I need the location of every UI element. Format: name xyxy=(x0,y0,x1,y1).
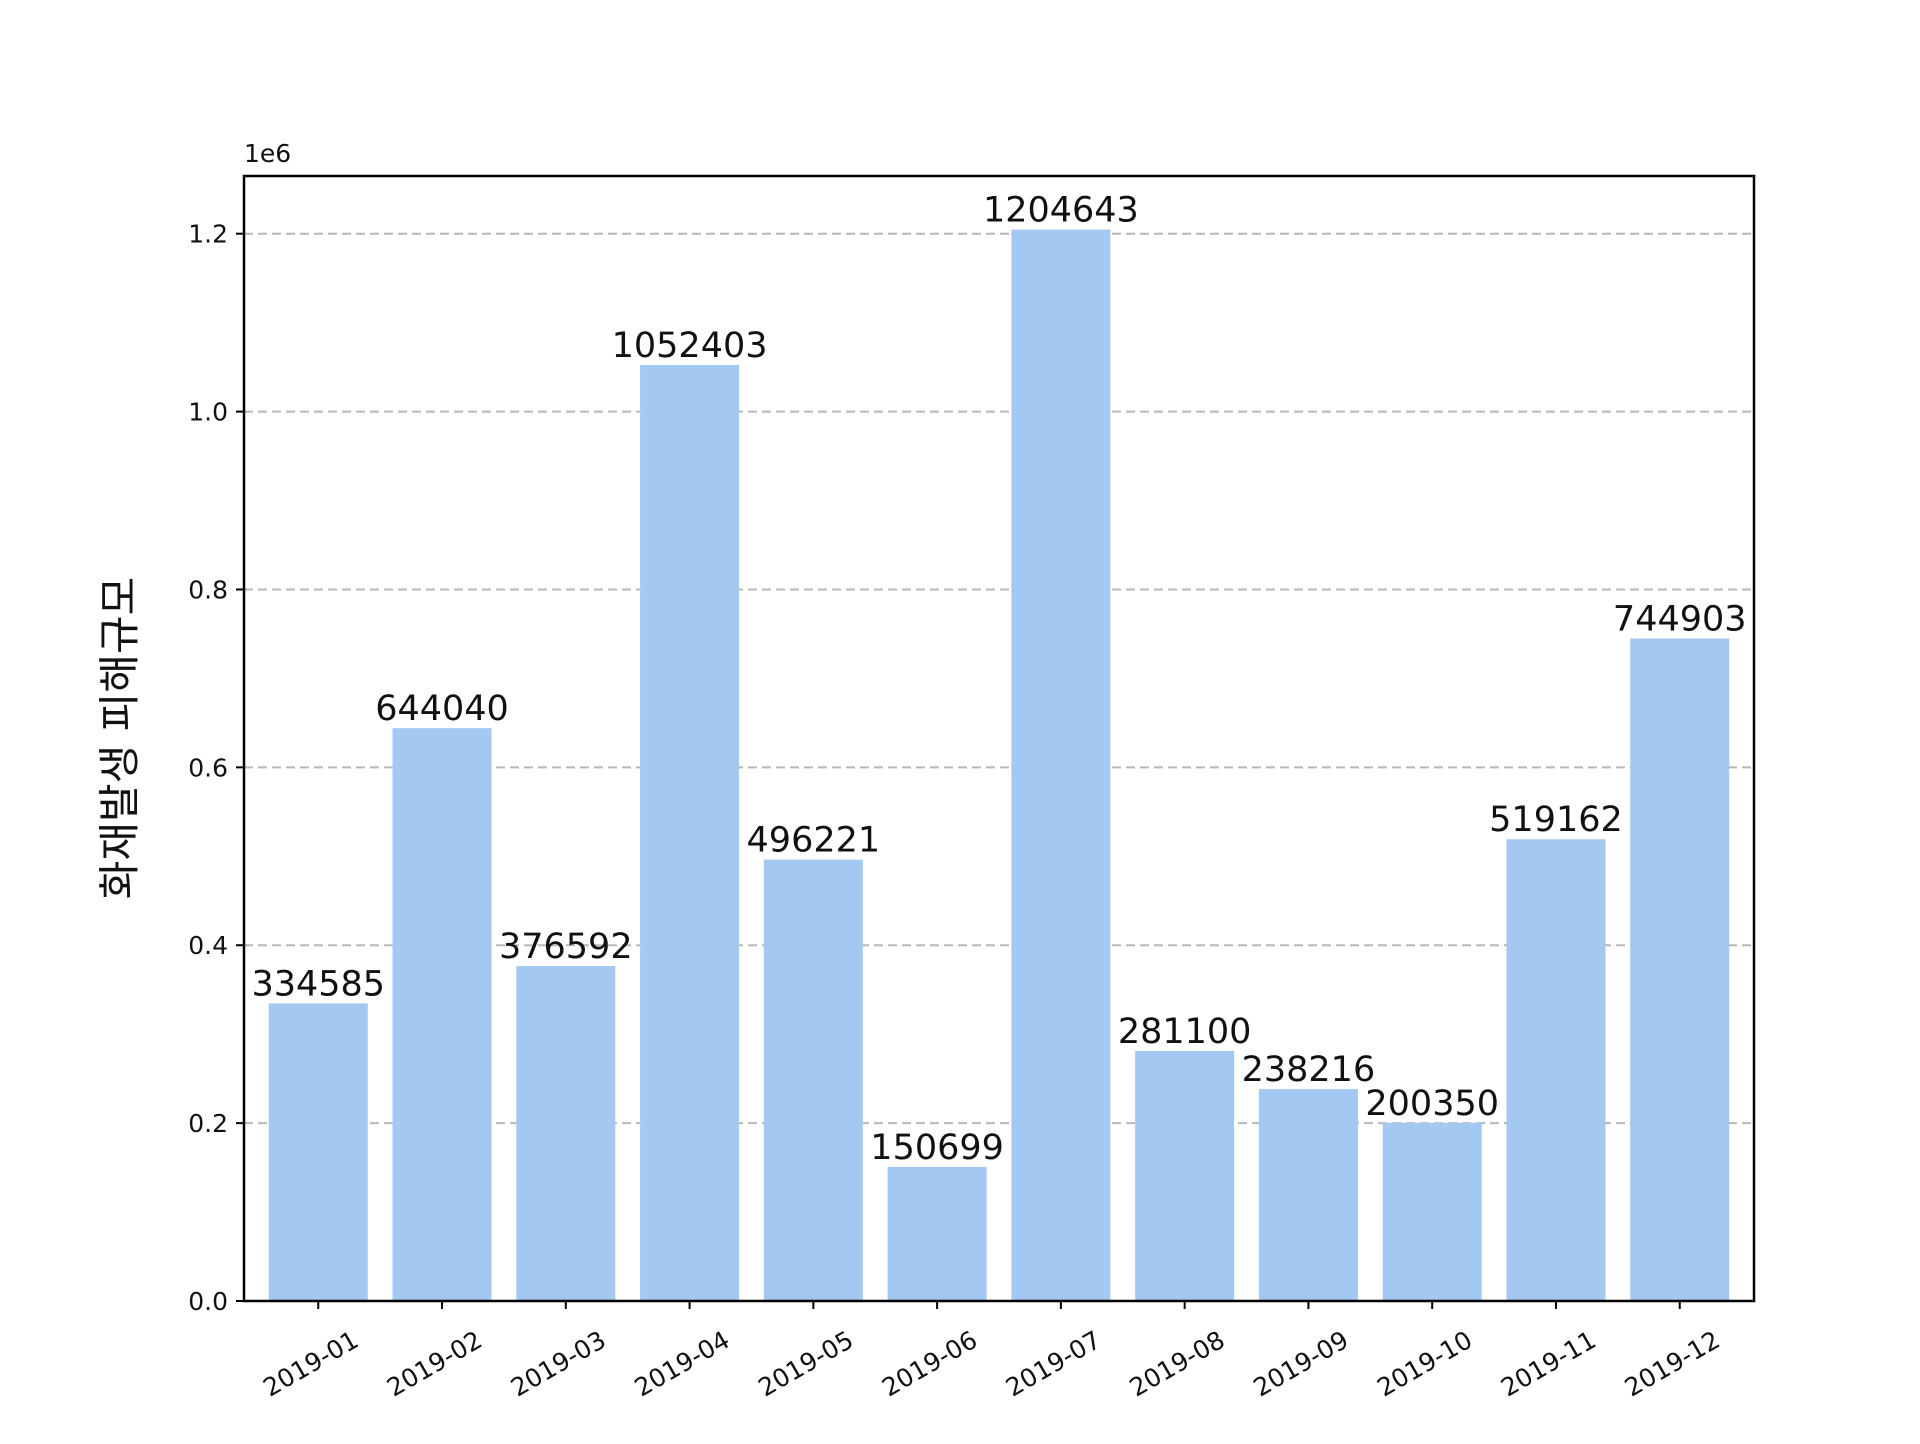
bar xyxy=(268,1003,368,1301)
data-label: 744903 xyxy=(1613,599,1747,639)
x-tick-label: 2019-06 xyxy=(877,1325,982,1402)
y-tick-label: 0.2 xyxy=(188,1109,228,1138)
data-label: 150699 xyxy=(870,1128,1004,1168)
bar xyxy=(392,728,492,1301)
y-tick-label: 0.6 xyxy=(188,753,228,782)
data-label: 281100 xyxy=(1118,1012,1252,1052)
data-label: 519162 xyxy=(1489,800,1623,840)
y-offset-label: 1e6 xyxy=(244,139,291,168)
y-tick-label: 0.4 xyxy=(188,931,228,960)
bar xyxy=(516,966,616,1301)
data-label: 238216 xyxy=(1242,1050,1376,1090)
y-tick-label: 1.2 xyxy=(188,220,228,249)
x-tick-label: 2019-08 xyxy=(1125,1325,1230,1402)
data-label: 200350 xyxy=(1365,1084,1499,1124)
x-tick-label: 2019-09 xyxy=(1248,1325,1353,1402)
data-label: 1052403 xyxy=(612,326,768,366)
data-label: 496221 xyxy=(747,821,881,861)
x-tick-label: 2019-04 xyxy=(630,1325,735,1402)
x-tick-label: 2019-01 xyxy=(258,1325,363,1402)
plot-frame xyxy=(242,174,1756,1303)
y-axis-label: 화재발생 피해규모 xyxy=(95,577,144,899)
bar xyxy=(887,1166,987,1301)
x-tick-label: 2019-10 xyxy=(1372,1325,1477,1402)
data-label: 376592 xyxy=(499,927,633,967)
x-tick-label: 2019-12 xyxy=(1620,1325,1725,1402)
bars xyxy=(268,229,1730,1302)
bar xyxy=(763,859,863,1301)
x-tick-label: 2019-02 xyxy=(382,1325,487,1402)
data-label: 644040 xyxy=(375,689,509,729)
x-tick-label: 2019-03 xyxy=(506,1325,611,1402)
x-tick-label: 2019-07 xyxy=(1001,1325,1106,1402)
data-label: 1204643 xyxy=(983,191,1139,231)
bar xyxy=(1258,1089,1358,1301)
bar xyxy=(1630,638,1730,1301)
data-label: 334585 xyxy=(251,964,385,1004)
bar xyxy=(1011,229,1111,1302)
bar xyxy=(1506,839,1606,1301)
x-tick-label: 2019-11 xyxy=(1496,1325,1601,1402)
y-axis-ticks: 0.0 0.2 0.4 0.6 0.8 1.0 1.2 xyxy=(188,220,244,1316)
y-tick-label: 0.8 xyxy=(188,575,228,604)
y-tick-label: 1.0 xyxy=(188,398,228,427)
data-labels: 334585 644040 376592 1052403 496221 150699 120… xyxy=(251,191,1746,1168)
x-tick-label: 2019-05 xyxy=(753,1325,858,1402)
y-tick-label: 0.0 xyxy=(188,1287,228,1316)
bar xyxy=(640,364,740,1302)
bar xyxy=(1135,1050,1235,1301)
x-axis-ticks: 2019-01 2019-02 2019-03 2019-04 2019-05 2019-… xyxy=(258,1301,1725,1402)
bar xyxy=(1382,1122,1482,1301)
